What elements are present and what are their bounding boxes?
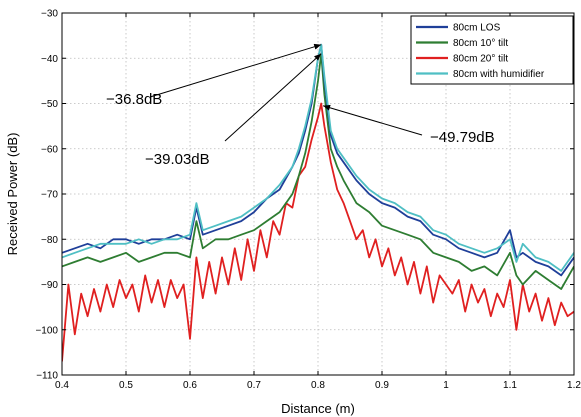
- legend-label: 80cm with humidifier: [453, 69, 545, 80]
- annotation-label: −39.03dB: [145, 151, 210, 168]
- x-tick-label: 1.2: [567, 380, 581, 391]
- annotation-arrow: [149, 43, 322, 98]
- x-tick-label: 0.8: [311, 380, 325, 391]
- series-line-3: [62, 102, 574, 362]
- grid: [61, 12, 575, 376]
- y-axis-title: Received Power (dB): [5, 133, 20, 256]
- legend-label: 80cm 20° tilt: [453, 54, 508, 65]
- axis-ticks: 0.4 0.5 0.6 0.7 0.8 0.9 1 1.1 1.2 −110 −100 −90 −80 −…: [35, 9, 581, 392]
- y-tick-label: −80: [41, 235, 58, 246]
- x-tick-label: 0.9: [375, 380, 389, 391]
- legend-label: 80cm LOS: [453, 23, 501, 34]
- y-tick-label: −30: [41, 9, 58, 20]
- series-line-4: [62, 43, 574, 272]
- series-line-2: [62, 52, 574, 290]
- annotation-arrow: [224, 53, 322, 142]
- annotation-arrow: [322, 104, 423, 136]
- x-tick-label: 0.4: [55, 380, 69, 391]
- x-tick-label: 0.7: [247, 380, 261, 391]
- y-tick-label: −110: [36, 371, 58, 382]
- y-tick-label: −50: [41, 99, 58, 110]
- annotation-label: −49.79dB: [430, 129, 495, 146]
- series-layer: [62, 43, 574, 362]
- y-tick-label: −100: [35, 325, 58, 336]
- legend: 80cm LOS 80cm 10° tilt 80cm 20° tilt 80cm w…: [410, 15, 574, 85]
- annotation-label: −36.8dB: [106, 91, 162, 108]
- y-tick-label: −60: [41, 144, 58, 155]
- x-tick-label: 0.6: [183, 380, 197, 391]
- x-tick-label: 1: [443, 380, 449, 391]
- y-tick-label: −90: [41, 280, 58, 291]
- y-tick-label: −40: [41, 54, 58, 65]
- annotations: −36.8dB −39.03dB −49.79dB: [106, 43, 495, 168]
- y-tick-label: −70: [41, 190, 58, 201]
- legend-label: 80cm 10° tilt: [453, 38, 508, 49]
- x-axis-title: Distance (m): [281, 401, 355, 416]
- x-tick-label: 1.1: [503, 380, 517, 391]
- x-tick-label: 0.5: [119, 380, 133, 391]
